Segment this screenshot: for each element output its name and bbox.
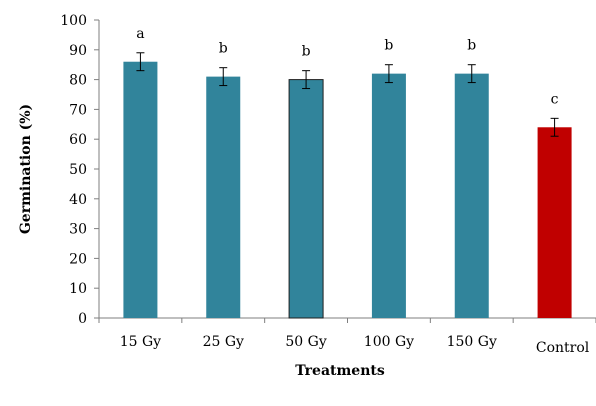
bar [206,76,241,319]
bar [288,79,324,319]
x-category-label: 150 Gy [447,334,497,350]
y-tick-label: 90 [69,43,87,59]
y-tick-label: 0 [78,311,87,327]
x-axis: 15 Gy 25 Gy 50 Gy 100 Gy 150 Gy Control [98,317,596,356]
significance-letter: b [219,41,228,57]
y-axis-title: Germination (%) [18,104,34,234]
x-category-label: 50 Gy [285,334,326,350]
significance-letter: b [302,44,311,60]
y-tick-label: 30 [69,222,87,238]
y-tick-label: 100 [60,13,87,29]
x-category-label: 100 Gy [364,334,414,350]
x-category-label: Control [536,340,590,356]
x-category-label: 25 Gy [203,334,244,350]
y-tick-label: 50 [69,162,87,178]
x-axis-title: Treatments [295,363,385,379]
bar [371,73,406,318]
y-tick-label: 40 [69,192,87,208]
x-category-label: 15 Gy [120,334,161,350]
y-tick-label: 70 [69,102,87,118]
significance-letter: c [551,91,559,107]
y-tick-label: 10 [69,281,87,297]
bar [537,127,572,318]
bar [123,61,158,318]
y-tick-label: 60 [69,132,87,148]
significance-letter: a [136,26,144,42]
significance-letter: b [384,38,393,54]
bar [454,73,489,318]
bars-group: a b b b b c [123,26,572,319]
significance-letter: b [467,38,476,54]
y-axis: 0 10 20 30 40 50 60 70 80 90 100 [60,13,100,327]
y-tick-label: 20 [69,251,87,267]
y-tick-label: 80 [69,73,87,89]
